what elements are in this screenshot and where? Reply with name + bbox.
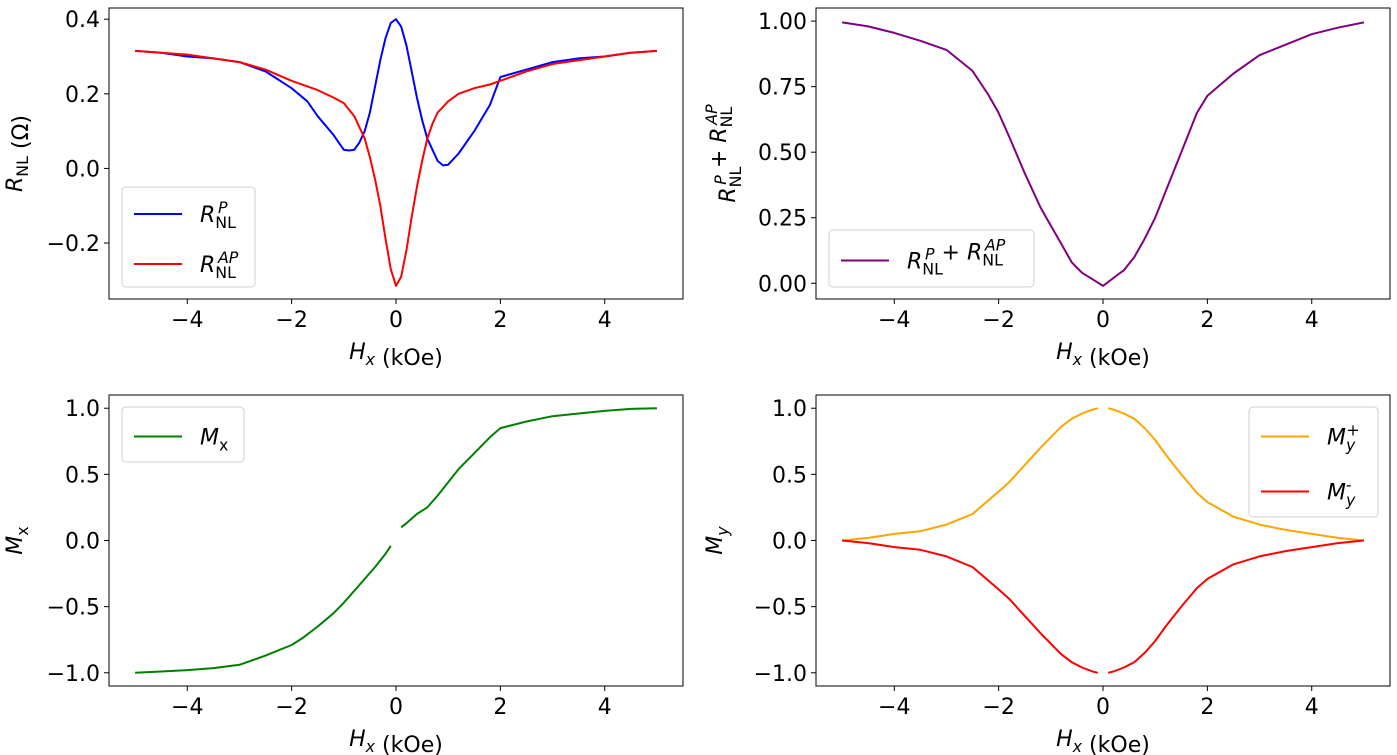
y-tick-label: 0.4	[65, 8, 100, 33]
y-tick-label: −1.0	[47, 662, 100, 687]
y-tick-label: −0.5	[47, 596, 100, 621]
x-tick-label: 4	[598, 695, 612, 720]
x-tick-label: 0	[1096, 695, 1110, 720]
y-tick-label: 0.5	[772, 463, 807, 488]
series-line-r-nl-p	[135, 18, 657, 167]
legend-label: Mx	[200, 426, 228, 455]
x-tick-label: 0	[1096, 308, 1110, 333]
y-tick-label: 1.00	[758, 10, 807, 35]
legend: RNLP RNLAP	[121, 186, 256, 288]
legend-box	[1248, 406, 1379, 518]
y-tick-label: 0.5	[65, 463, 100, 488]
series-line-m-y--part-1	[842, 407, 1099, 542]
y-tick-label: 1.0	[772, 397, 807, 422]
x-tick-label: 4	[1305, 695, 1319, 720]
legend-label: My-	[1327, 476, 1356, 510]
y-tick-label: 0.0	[65, 157, 100, 182]
x-axis-label: Hx (kOe)	[1056, 340, 1150, 371]
legend-box	[121, 406, 245, 463]
y-tick-label: 0.25	[758, 207, 807, 232]
x-tick-label: 0	[389, 308, 403, 333]
legend: Mx	[121, 406, 245, 463]
x-tick-label: 4	[598, 308, 612, 333]
y-tick-label: 0.75	[758, 76, 807, 101]
y-axis-label: RNLP + RNLAP	[702, 104, 745, 203]
chart-panel-1: −4 −2 0 2 4−0.20.00.20.4Hx (kOe)RNL (Ω)RNLPR…	[3, 7, 684, 371]
legend-label: RNLP + RNLAP	[907, 236, 1006, 279]
x-tick-label: 4	[1305, 308, 1319, 333]
x-tick-label: −4	[878, 308, 910, 333]
y-tick-label: 0.00	[758, 272, 807, 297]
x-tick-label: 2	[493, 308, 507, 333]
x-tick-label: −2	[275, 308, 307, 333]
y-axis-label: Mx	[3, 526, 32, 554]
y-tick-label: 1.0	[65, 397, 100, 422]
chart-panel-4: −4 −2 0 2 4 −1.0 −0.5 0.0 0.5 1.0 Hx (kOe) My My+ My-	[703, 394, 1391, 755]
legend-box	[121, 186, 256, 288]
x-tick-label: 2	[1200, 308, 1214, 333]
y-axis-label: My	[703, 526, 732, 555]
y-tick-label: 0.2	[65, 83, 100, 108]
series-line-r-nl-p-r-nl-ap	[841, 21, 1365, 287]
y-tick-label: −1.0	[754, 662, 807, 687]
y-tick-label: −0.2	[47, 232, 100, 257]
chart-panel-3: −4 −2 0 2 4 −1.0 −0.5 0.0 0.5 1.0 Hx (kOe) Mx Mx	[3, 394, 684, 755]
y-tick-label: 0.50	[758, 141, 807, 166]
x-tick-label: −4	[878, 695, 910, 720]
series-line-m-x-part-2	[400, 407, 657, 529]
x-tick-label: −4	[171, 308, 203, 333]
y-tick-label: −0.5	[754, 596, 807, 621]
legend: RNLP + RNLAP	[828, 229, 1035, 288]
series-line-m-y--part-1	[842, 539, 1099, 674]
legend-label: RNLAP	[200, 248, 239, 282]
x-axis-label: Hx (kOe)	[1056, 727, 1150, 755]
legend: My+ My-	[1248, 406, 1379, 518]
legend-label: My+	[1327, 421, 1360, 455]
x-axis-label: Hx (kOe)	[349, 340, 443, 371]
x-tick-label: −2	[982, 308, 1014, 333]
x-tick-label: −2	[982, 695, 1014, 720]
legend-label: RNLP	[200, 198, 236, 232]
x-tick-label: −2	[275, 695, 307, 720]
y-tick-label: 0.0	[65, 530, 100, 555]
x-tick-label: −4	[171, 695, 203, 720]
x-tick-label: 2	[1200, 695, 1214, 720]
x-tick-label: 2	[493, 695, 507, 720]
legend-box	[828, 229, 1035, 288]
chart-panel-2: −4 −2 0 2 4 0.00 0.25 0.50 0.75 1.00 Hx (kOe) RNLP …	[702, 7, 1391, 371]
series-line-r-nl-ap	[135, 49, 657, 287]
series-line-m-y--part-2	[1107, 407, 1364, 542]
x-axis-label: Hx (kOe)	[349, 727, 443, 755]
y-axis-label: RNL (Ω)	[3, 115, 34, 192]
series-line-m-y--part-2	[1107, 539, 1364, 674]
x-tick-label: 0	[389, 695, 403, 720]
y-tick-label: 0.0	[772, 530, 807, 555]
series-line-m-x-part-1	[135, 545, 392, 674]
